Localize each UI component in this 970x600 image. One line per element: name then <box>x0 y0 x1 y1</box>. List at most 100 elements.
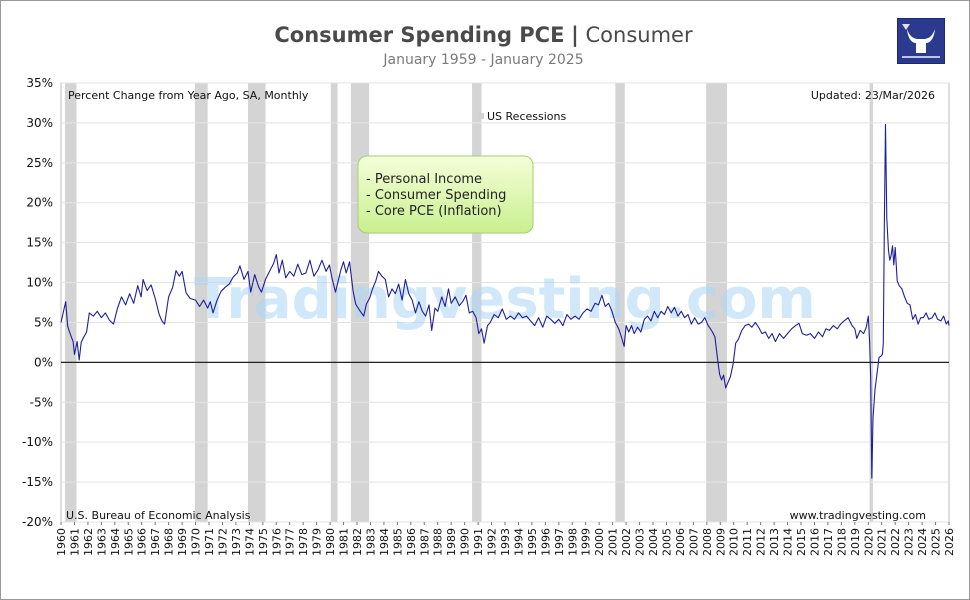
y-tick-label: -20% <box>22 515 53 529</box>
x-tick-label: 2020 <box>862 528 875 556</box>
x-tick-label: 1993 <box>499 528 512 556</box>
x-tick-label: 1997 <box>553 528 566 556</box>
y-tick-label: 15% <box>26 236 53 250</box>
recession-bands <box>65 83 873 522</box>
page-title: Consumer Spending PCE | Consumer <box>1 23 966 47</box>
top-left-note: Percent Change from Year Ago, SA, Monthl… <box>68 89 309 102</box>
x-tick-label: 1987 <box>418 528 431 556</box>
x-tick-label: 1973 <box>230 528 243 556</box>
recession-band <box>472 83 482 522</box>
x-tick-label: 1966 <box>136 528 149 556</box>
y-axis-ticks: 35% 30% 25% 20% 15% 10% 5% 0% -5% -10% -15% -20% <box>22 76 53 529</box>
x-tick-label: 2014 <box>782 528 795 556</box>
x-tick-label: 1994 <box>512 528 525 556</box>
x-tick-label: 2024 <box>916 528 929 556</box>
subtitle-date-range: January 1959 - January 2025 <box>383 52 584 68</box>
recession-band <box>615 83 625 522</box>
x-tick-label: 2004 <box>647 528 660 556</box>
x-tick-label: 1984 <box>378 528 391 556</box>
x-tick-label: 1974 <box>243 528 256 556</box>
x-tick-label: 1980 <box>324 528 337 556</box>
x-tick-label: 1976 <box>270 528 283 556</box>
y-tick-label: 10% <box>26 276 53 290</box>
recession-legend-swatch <box>478 113 484 119</box>
x-tick-label: 2017 <box>822 528 835 556</box>
x-tick-label: 1986 <box>405 528 418 556</box>
x-axis-ticks: 1960 1961 1962 1963 1964 1965 1966 1967 1968 1969… <box>55 522 956 556</box>
x-tick-label: 2019 <box>849 528 862 556</box>
x-tick-label: 2011 <box>741 528 754 556</box>
legend-box: - Personal Income - Consumer Spending - … <box>357 155 534 234</box>
x-tick-label: 1969 <box>176 528 189 556</box>
x-tick-label: 1996 <box>539 528 552 556</box>
x-tick-label: 1982 <box>351 528 364 556</box>
x-tick-label: 2023 <box>903 528 916 556</box>
y-tick-label: -5% <box>30 395 53 409</box>
x-tick-label: 1970 <box>190 528 203 556</box>
x-tick-label: 1960 <box>55 528 68 556</box>
y-tick-label: 25% <box>26 156 53 170</box>
x-tick-label: 2010 <box>728 528 741 556</box>
x-tick-label: 2003 <box>634 528 647 556</box>
x-tick-label: 1985 <box>391 528 404 556</box>
y-tick-label: 20% <box>26 196 53 210</box>
y-tick-label: 0% <box>34 355 53 369</box>
x-tick-label: 1964 <box>109 528 122 556</box>
x-tick-label: 1977 <box>284 528 297 556</box>
x-tick-label: 1992 <box>486 528 499 556</box>
x-tick-label: 1995 <box>526 528 539 556</box>
y-tick-label: 35% <box>26 76 53 90</box>
recession-band <box>330 83 338 522</box>
x-tick-label: 2018 <box>835 528 848 556</box>
x-tick-label: 1990 <box>459 528 472 556</box>
recession-band <box>869 83 873 522</box>
x-tick-label: 2002 <box>620 528 633 556</box>
x-tick-label: 1989 <box>445 528 458 556</box>
recession-legend-label: US Recessions <box>487 110 566 123</box>
x-tick-label: 1998 <box>566 528 579 556</box>
legend-item-personal-income: - Personal Income <box>366 172 482 187</box>
x-tick-label: 2009 <box>714 528 727 556</box>
x-tick-label: 2015 <box>795 528 808 556</box>
x-tick-label: 1975 <box>257 528 270 556</box>
x-tick-label: 2008 <box>701 528 714 556</box>
x-tick-label: 2007 <box>687 528 700 556</box>
x-tick-label: 1991 <box>472 528 485 556</box>
recession-band <box>65 83 77 522</box>
x-tick-label: 2022 <box>889 528 902 556</box>
x-tick-label: 2012 <box>755 528 768 556</box>
x-tick-label: 2000 <box>593 528 606 556</box>
x-tick-label: 1963 <box>95 528 108 556</box>
x-tick-label: 1962 <box>82 528 95 556</box>
y-tick-label: 5% <box>34 315 53 329</box>
x-tick-label: 1968 <box>163 528 176 556</box>
title-category: Consumer <box>585 23 693 47</box>
title-main: Consumer Spending PCE <box>274 23 565 47</box>
x-tick-label: 1967 <box>149 528 162 556</box>
series-lines <box>60 123 950 479</box>
recession-band <box>248 83 266 522</box>
x-tick-label: 1971 <box>203 528 216 556</box>
updated-label: Updated: 23/Mar/2026 <box>811 89 935 102</box>
watermark: Tradingvesting.com <box>194 267 816 332</box>
x-tick-label: 1965 <box>122 528 135 556</box>
x-tick-label: 1999 <box>580 528 593 556</box>
legend-item-core-pce: - Core PCE (Inflation) <box>366 204 502 219</box>
y-tick-label: -10% <box>22 435 53 449</box>
series-line-consumer-spending <box>60 123 950 479</box>
website-label: www.tradingvesting.com <box>790 509 926 522</box>
x-tick-label: 2016 <box>808 528 821 556</box>
x-tick-label: 1961 <box>68 528 81 556</box>
x-tick-label: 1981 <box>338 528 351 556</box>
title-separator: | <box>571 23 579 47</box>
bull-horns-logo-icon[interactable] <box>897 18 945 64</box>
y-tick-label: -15% <box>22 475 53 489</box>
x-tick-label: 2013 <box>768 528 781 556</box>
recession-band <box>194 83 208 522</box>
x-tick-label: 1988 <box>432 528 445 556</box>
x-tick-label: 1972 <box>216 528 229 556</box>
x-tick-label: 2025 <box>930 528 943 556</box>
source-label: U.S. Bureau of Economic Analysis <box>66 509 251 522</box>
x-tick-label: 2005 <box>660 528 673 556</box>
